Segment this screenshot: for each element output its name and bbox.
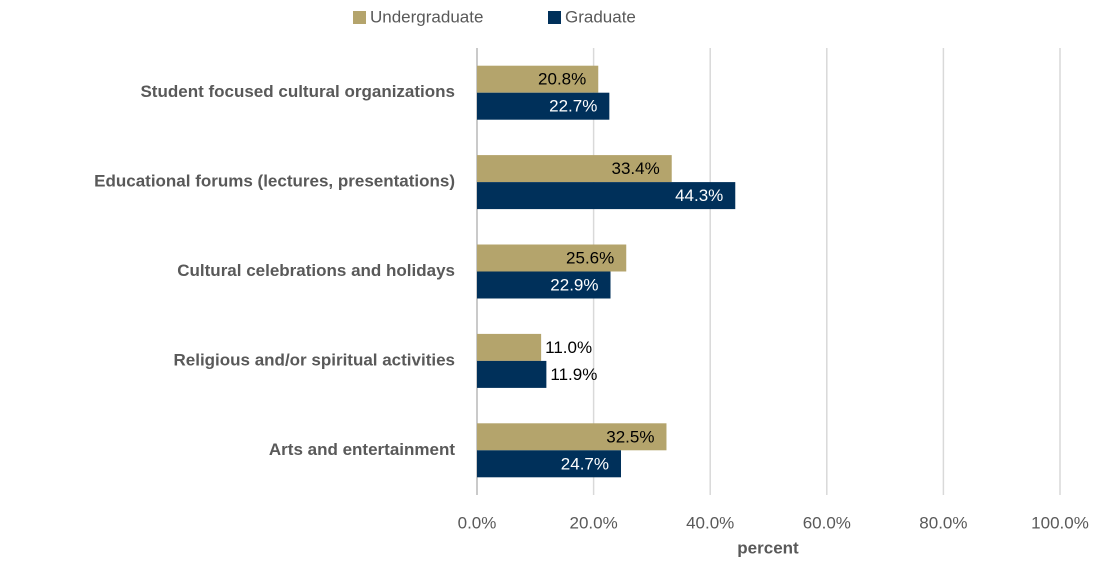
y-tick-label: Educational forums (lectures, presentati… — [94, 172, 455, 191]
legend-swatch — [353, 11, 366, 24]
data-label: 32.5% — [606, 427, 654, 446]
bar — [477, 92, 610, 120]
bar — [477, 182, 736, 210]
y-tick-label: Student focused cultural organizations — [140, 82, 455, 101]
data-label: 20.8% — [538, 70, 586, 89]
bar — [477, 423, 667, 451]
legend-label: Graduate — [565, 7, 636, 26]
y-tick-label: Cultural celebrations and holidays — [177, 261, 455, 280]
x-tick-label: 0.0% — [458, 513, 497, 532]
data-label: 11.0% — [545, 338, 592, 357]
x-axis-label: percent — [737, 538, 799, 557]
data-label: 22.7% — [549, 97, 597, 116]
bar — [477, 155, 672, 183]
x-tick-label: 100.0% — [1031, 513, 1089, 532]
x-tick-label: 40.0% — [686, 513, 734, 532]
y-tick-label: Arts and entertainment — [269, 440, 455, 459]
y-tick-label: Religious and/or spiritual activities — [173, 350, 455, 369]
x-tick-label: 20.0% — [569, 513, 617, 532]
data-label: 33.4% — [612, 159, 660, 178]
legend-label: Undergraduate — [370, 7, 483, 26]
legend-swatch — [548, 11, 561, 24]
data-label: 44.3% — [675, 186, 723, 205]
data-label: 22.9% — [550, 275, 598, 294]
x-tick-label: 80.0% — [919, 513, 967, 532]
bar — [477, 333, 542, 361]
bar — [477, 65, 599, 93]
bar — [477, 271, 611, 299]
data-label: 11.9% — [550, 365, 597, 384]
bar — [477, 244, 627, 272]
x-tick-label: 60.0% — [803, 513, 851, 532]
data-label: 25.6% — [566, 248, 614, 267]
data-label: 24.7% — [561, 454, 609, 473]
bar — [477, 360, 547, 388]
bar — [477, 450, 622, 478]
